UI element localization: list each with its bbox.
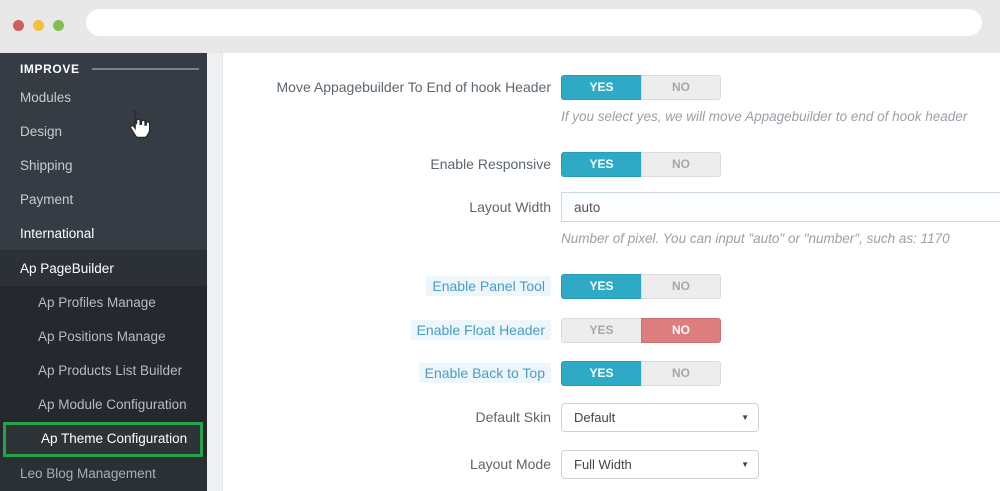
window-minimize-button[interactable] <box>33 20 44 31</box>
form-row-default-skin: Default Skin Default ▼ <box>223 403 759 432</box>
form-row-layout-mode: Layout Mode Full Width ▼ <box>223 450 759 479</box>
layout-mode-select[interactable]: Full Width ▼ <box>561 450 759 479</box>
sidebar-section-header: IMPROVE <box>0 53 207 81</box>
chevron-down-icon: ▼ <box>741 460 749 469</box>
form-row-layout-width: Layout Width <box>223 192 1000 222</box>
sidebar-section-title: IMPROVE <box>20 62 80 76</box>
move-header-label: Move Appagebuilder To End of hook Header <box>276 79 552 95</box>
move-header-toggle[interactable]: YES NO <box>561 75 721 100</box>
layout-width-label: Layout Width <box>469 199 551 215</box>
back-to-top-label[interactable]: Enable Back to Top <box>223 361 551 386</box>
admin-sidebar: IMPROVE Modules Design Shipping Payment … <box>0 53 207 491</box>
toggle-no-button[interactable]: NO <box>641 361 721 386</box>
sidebar-item-ap-module-configuration[interactable]: Ap Module Configuration <box>38 397 187 412</box>
responsive-label: Enable Responsive <box>430 156 551 172</box>
panel-tool-label[interactable]: Enable Panel Tool <box>223 274 551 299</box>
back-to-top-toggle[interactable]: YES NO <box>561 361 721 386</box>
select-value: Default <box>574 410 616 425</box>
toggle-yes-button[interactable]: YES <box>561 318 641 343</box>
toggle-no-button[interactable]: NO <box>641 75 721 100</box>
sidebar-item-payment[interactable]: Payment <box>20 192 74 207</box>
toggle-no-button[interactable]: NO <box>641 274 721 299</box>
sidebar-menu: Modules Design Shipping Payment Internat… <box>0 81 207 251</box>
sidebar-item-shipping[interactable]: Shipping <box>20 158 73 173</box>
layout-width-input[interactable] <box>561 192 1000 222</box>
chevron-down-icon: ▼ <box>741 413 749 422</box>
window-zoom-button[interactable] <box>53 20 64 31</box>
move-header-help-text: If you select yes, we will move Appagebu… <box>561 109 968 124</box>
sidebar-item-ap-products-list-builder[interactable]: Ap Products List Builder <box>38 363 183 378</box>
default-skin-select[interactable]: Default ▼ <box>561 403 759 432</box>
form-row-move-header: Move Appagebuilder To End of hook Header… <box>223 75 721 100</box>
settings-panel: Move Appagebuilder To End of hook Header… <box>222 53 1000 491</box>
toggle-yes-button[interactable]: YES <box>561 361 641 386</box>
form-row-panel-tool: Enable Panel Tool YES NO <box>223 274 721 299</box>
sidebar-item-modules[interactable]: Modules <box>20 90 72 105</box>
browser-chrome <box>0 0 1000 53</box>
panel-tool-toggle[interactable]: YES NO <box>561 274 721 299</box>
sidebar-item-ap-profiles-manage[interactable]: Ap Profiles Manage <box>38 295 156 310</box>
toggle-no-button[interactable]: NO <box>641 318 721 343</box>
address-bar[interactable] <box>86 9 982 36</box>
sidebar-item-ap-theme-configuration[interactable]: Ap Theme Configuration <box>3 422 203 457</box>
sidebar-item-ap-positions-manage[interactable]: Ap Positions Manage <box>38 329 166 344</box>
window-close-button[interactable] <box>13 20 24 31</box>
pagebuilder-submenu: Ap Profiles Manage Ap Positions Manage A… <box>0 286 207 457</box>
toggle-yes-button[interactable]: YES <box>561 274 641 299</box>
float-header-toggle[interactable]: YES NO <box>561 318 721 343</box>
form-row-back-to-top: Enable Back to Top YES NO <box>223 361 721 386</box>
form-row-float-header: Enable Float Header YES NO <box>223 318 721 343</box>
layout-mode-label: Layout Mode <box>470 456 551 472</box>
sidebar-item-leo-blog-management[interactable]: Leo Blog Management <box>0 457 207 491</box>
sidebar-item-ap-pagebuilder[interactable]: Ap PageBuilder <box>0 251 207 286</box>
section-divider-line <box>91 68 199 70</box>
float-header-label[interactable]: Enable Float Header <box>223 318 551 343</box>
toggle-yes-button[interactable]: YES <box>561 152 641 177</box>
responsive-toggle[interactable]: YES NO <box>561 152 721 177</box>
sidebar-item-international[interactable]: International <box>0 217 207 251</box>
toggle-yes-button[interactable]: YES <box>561 75 641 100</box>
form-row-responsive: Enable Responsive YES NO <box>223 152 721 177</box>
mouse-cursor-icon <box>129 111 151 139</box>
layout-width-help-text: Number of pixel. You can input "auto" or… <box>561 231 950 246</box>
toggle-no-button[interactable]: NO <box>641 152 721 177</box>
select-value: Full Width <box>574 457 632 472</box>
default-skin-label: Default Skin <box>475 409 551 425</box>
sidebar-item-design[interactable]: Design <box>20 124 63 139</box>
